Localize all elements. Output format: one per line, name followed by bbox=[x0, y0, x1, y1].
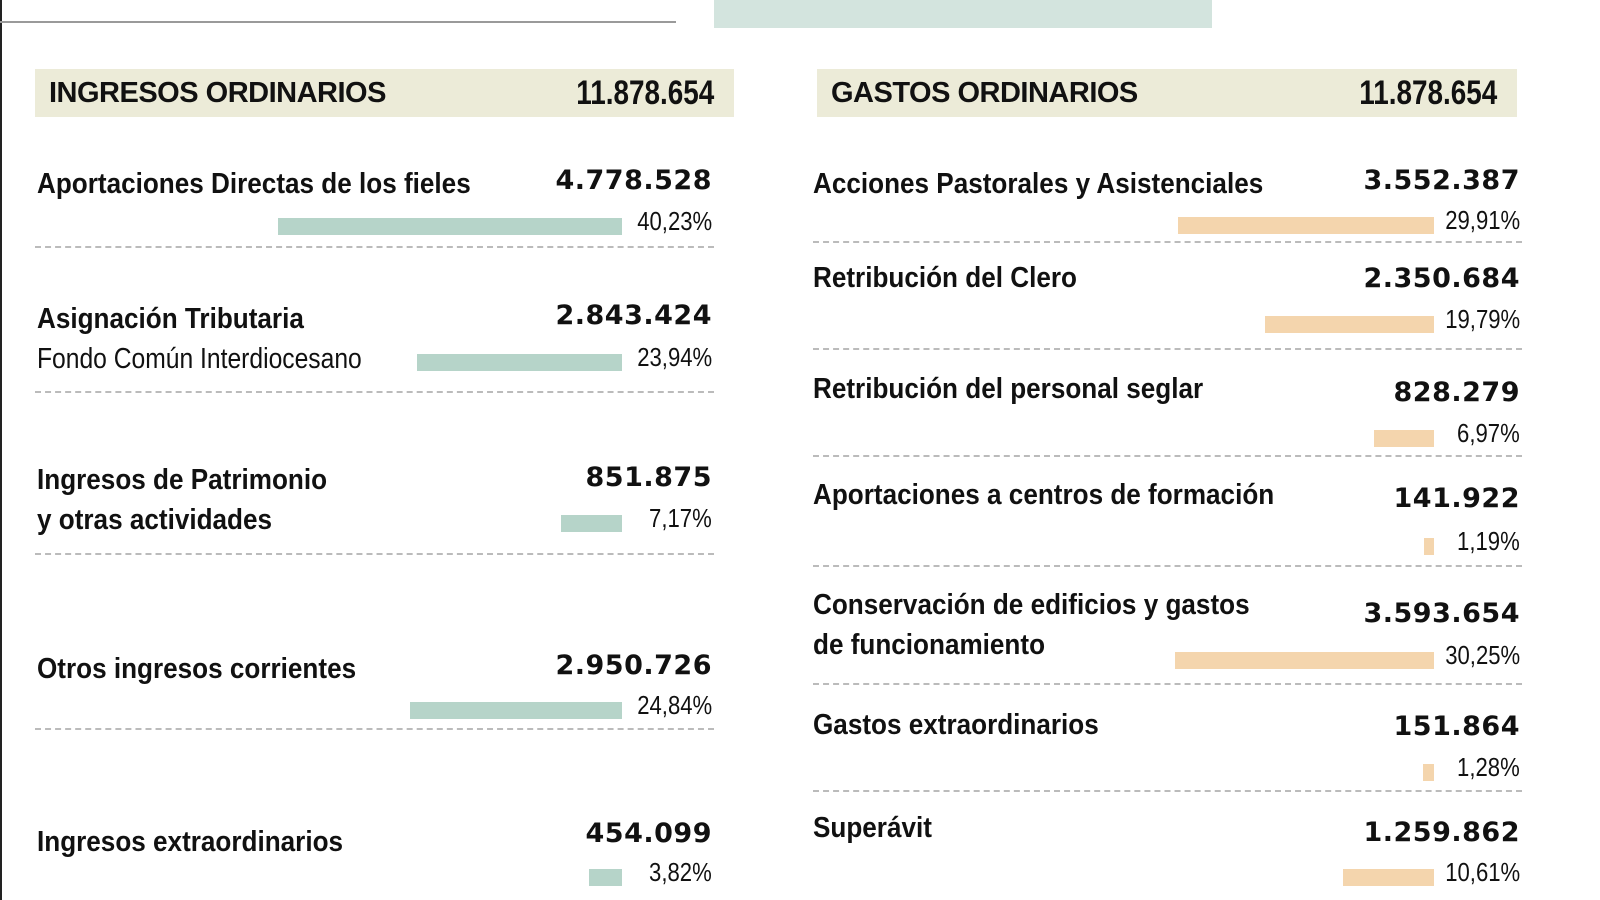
income-divider bbox=[35, 391, 714, 393]
expense-item-label: Superávit bbox=[813, 812, 932, 844]
expense-item-sublabel: de funcionamiento bbox=[813, 629, 1046, 661]
income-bar bbox=[417, 354, 622, 371]
expense-header: GASTOS ORDINARIOS 11.878.654 bbox=[817, 69, 1517, 117]
expense-total: 11.878.654 bbox=[1358, 73, 1497, 112]
income-item-label: Aportaciones Directas de los fieles bbox=[37, 168, 471, 200]
income-title: INGRESOS ORDINARIOS bbox=[49, 76, 386, 109]
income-item-sublabel: y otras actividades bbox=[37, 504, 273, 536]
income-divider bbox=[35, 728, 714, 730]
expense-item-percent: 10,61% bbox=[1445, 857, 1520, 887]
income-item-value: 454.099 bbox=[585, 818, 712, 849]
income-item-value: 2.843.424 bbox=[555, 300, 712, 331]
expense-bar bbox=[1178, 217, 1434, 234]
expense-item-label: Retribución del Clero bbox=[813, 262, 1077, 294]
expense-bar bbox=[1423, 538, 1434, 555]
expense-title: GASTOS ORDINARIOS bbox=[831, 76, 1138, 109]
expense-bar bbox=[1423, 764, 1434, 781]
income-item-label: Ingresos de Patrimonio bbox=[37, 464, 328, 496]
income-divider bbox=[35, 246, 714, 248]
income-item-percent: 24,84% bbox=[637, 690, 712, 720]
expense-item-label: Aportaciones a centros de formación bbox=[813, 479, 1275, 511]
expense-item-value: 151.864 bbox=[1393, 711, 1520, 742]
expense-item-value: 3.593.654 bbox=[1363, 598, 1520, 629]
expense-item-percent: 1,19% bbox=[1457, 526, 1520, 556]
title-banner bbox=[714, 0, 1212, 28]
expense-item-percent: 29,91% bbox=[1445, 205, 1520, 235]
income-item-percent: 23,94% bbox=[637, 342, 712, 372]
expense-divider bbox=[813, 790, 1522, 792]
income-item-label: Otros ingresos corrientes bbox=[37, 653, 357, 685]
income-bar bbox=[409, 702, 622, 719]
expense-item-value: 3.552.387 bbox=[1363, 165, 1520, 196]
expense-item-value: 1.259.862 bbox=[1363, 817, 1520, 848]
income-divider bbox=[35, 553, 714, 555]
expense-bar bbox=[1264, 316, 1434, 333]
income-total: 11.878.654 bbox=[575, 73, 714, 112]
income-item-sublabel: Fondo Común Interdiocesano bbox=[37, 343, 362, 375]
income-item-value: 2.950.726 bbox=[555, 650, 712, 681]
expense-item-value: 2.350.684 bbox=[1363, 263, 1520, 294]
expense-bar bbox=[1175, 652, 1434, 669]
income-item-percent: 40,23% bbox=[637, 206, 712, 236]
expense-item-label: Retribución del personal seglar bbox=[813, 373, 1204, 405]
expense-divider bbox=[813, 241, 1522, 243]
expense-item-value: 828.279 bbox=[1393, 377, 1520, 408]
expense-item-percent: 30,25% bbox=[1445, 640, 1520, 670]
expense-item-label: Acciones Pastorales y Asistenciales bbox=[813, 168, 1264, 200]
expense-item-label: Gastos extraordinarios bbox=[813, 709, 1099, 741]
income-header: INGRESOS ORDINARIOS 11.878.654 bbox=[35, 69, 734, 117]
expense-divider bbox=[813, 683, 1522, 685]
income-bar bbox=[589, 869, 622, 886]
expense-item-value: 141.922 bbox=[1393, 483, 1520, 514]
expense-item-percent: 19,79% bbox=[1445, 304, 1520, 334]
income-bar bbox=[278, 218, 622, 235]
frame-border bbox=[0, 0, 2, 900]
expense-bar bbox=[1374, 430, 1434, 447]
expense-divider bbox=[813, 565, 1522, 567]
expense-divider bbox=[813, 455, 1522, 457]
expense-item-percent: 1,28% bbox=[1457, 752, 1520, 782]
income-item-label: Asignación Tributaria bbox=[37, 303, 304, 335]
income-item-percent: 3,82% bbox=[649, 857, 712, 887]
title-underline bbox=[0, 21, 676, 23]
expense-item-percent: 6,97% bbox=[1457, 418, 1520, 448]
income-item-value: 851.875 bbox=[585, 462, 712, 493]
expense-bar bbox=[1343, 869, 1434, 886]
income-item-value: 4.778.528 bbox=[555, 165, 712, 196]
expense-divider bbox=[813, 348, 1522, 350]
expense-item-label: Conservación de edificios y gastos bbox=[813, 589, 1250, 621]
income-bar bbox=[560, 515, 622, 532]
income-item-label: Ingresos extraordinarios bbox=[37, 826, 344, 858]
income-item-percent: 7,17% bbox=[649, 503, 712, 533]
